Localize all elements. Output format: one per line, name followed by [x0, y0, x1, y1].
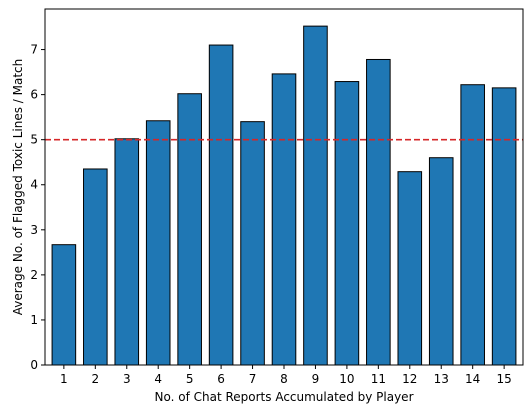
- x-tick-label: 6: [217, 372, 225, 386]
- y-tick-label: 6: [30, 88, 38, 102]
- bar-1: [51, 244, 77, 366]
- bar-7: [240, 121, 265, 366]
- x-axis-label: No. of Chat Reports Accumulated by Playe…: [155, 390, 414, 404]
- bar-12: [397, 171, 423, 366]
- bar-8: [271, 73, 297, 366]
- x-tick-label: 5: [186, 372, 194, 386]
- bar-4: [145, 120, 171, 366]
- x-tick-label: 15: [496, 372, 511, 386]
- bar-9: [303, 25, 328, 366]
- y-tick-label: 2: [30, 268, 38, 282]
- x-tick-label: 4: [154, 372, 162, 386]
- y-tick-label: 0: [30, 358, 38, 372]
- x-tick-label: 11: [371, 372, 386, 386]
- bar-6: [208, 44, 234, 366]
- x-tick-label: 1: [60, 372, 68, 386]
- y-axis-label: Average No. of Flagged Toxic Lines / Mat…: [11, 59, 25, 316]
- x-axis: 1 2 3 4 5 6 7 8 9 10 11 12 13 14 15: [60, 365, 512, 386]
- x-tick-label: 10: [339, 372, 354, 386]
- y-tick-label: 3: [30, 223, 38, 237]
- y-axis: 0 1 2 3 4 5 6 7: [30, 43, 45, 372]
- bar-5: [177, 93, 202, 366]
- x-tick-label: 8: [280, 372, 288, 386]
- bar-13: [428, 157, 454, 366]
- bars-group: [51, 25, 517, 366]
- x-tick-label: 12: [402, 372, 417, 386]
- x-tick-label: 7: [249, 372, 257, 386]
- x-tick-label: 14: [465, 372, 480, 386]
- bar-11: [366, 58, 391, 366]
- x-tick-label: 9: [312, 372, 320, 386]
- bar-14: [460, 84, 485, 366]
- y-tick-label: 5: [30, 133, 38, 147]
- x-tick-label: 13: [434, 372, 449, 386]
- x-tick-label: 2: [91, 372, 99, 386]
- bar-15: [491, 87, 517, 366]
- bar-10: [334, 81, 360, 366]
- y-tick-label: 1: [30, 313, 38, 327]
- y-tick-label: 7: [30, 43, 38, 57]
- bar-3: [114, 138, 140, 366]
- bar-2: [83, 168, 108, 366]
- y-tick-label: 4: [30, 178, 38, 192]
- x-tick-label: 3: [123, 372, 131, 386]
